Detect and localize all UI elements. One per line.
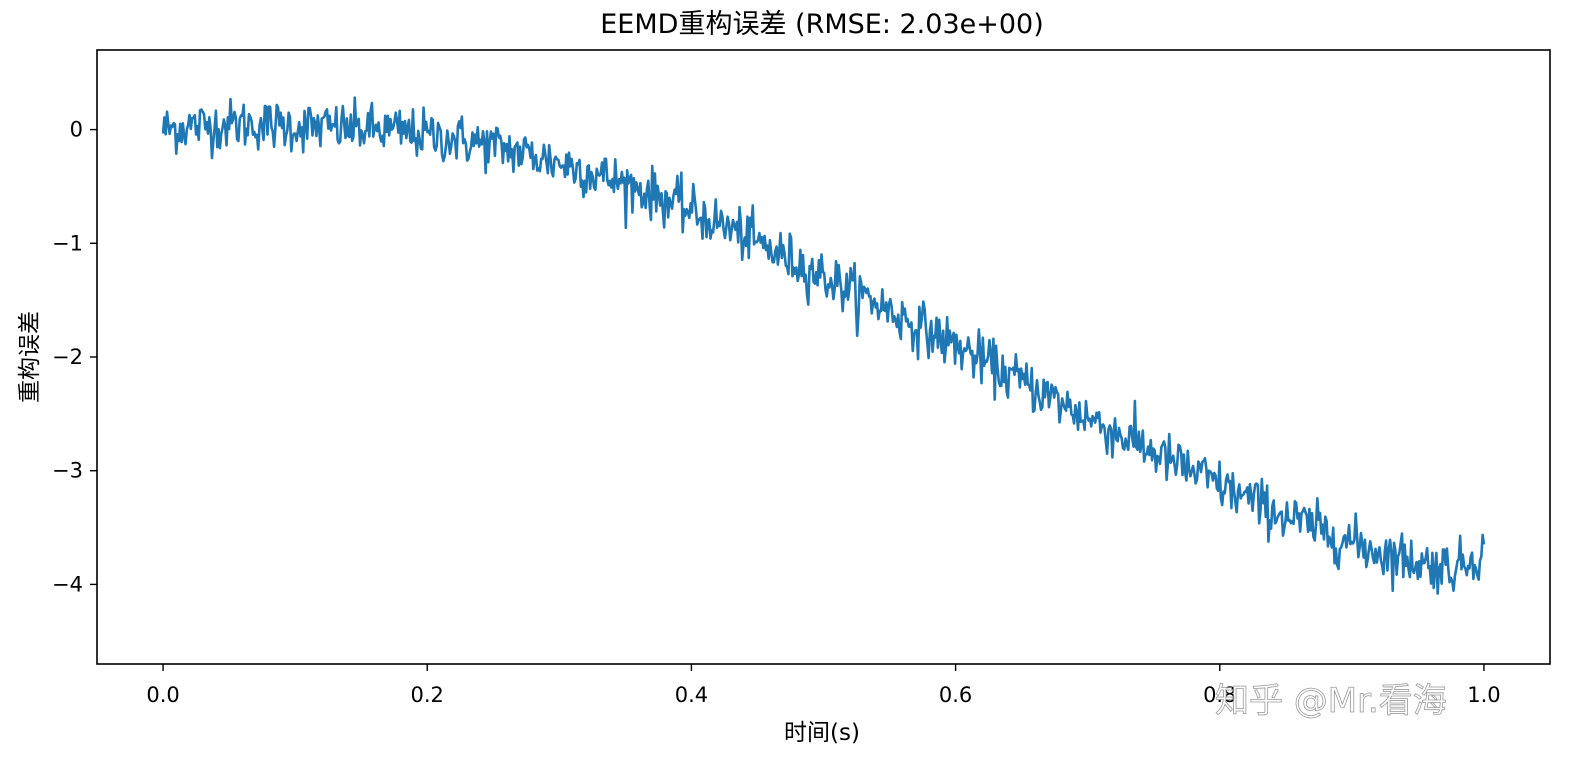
y-tick-label: −2	[52, 345, 83, 369]
y-tick-label: −1	[52, 231, 83, 255]
plot-frame	[96, 49, 1551, 665]
y-tick-label: −4	[52, 572, 83, 596]
x-tick-label: 0.8	[1203, 683, 1236, 707]
y-tick-label: −3	[52, 459, 83, 483]
x-axis: 0.0 0.2 0.4 0.6 0.8 1.0	[146, 664, 1501, 707]
x-axis-label: 时间(s)	[784, 720, 860, 746]
x-tick-label: 0.0	[146, 683, 179, 707]
series-layer	[161, 96, 1486, 595]
chart-title: EEMD重构误差 (RMSE: 2.03e+00)	[600, 9, 1044, 40]
y-tick-label: 0	[70, 118, 83, 142]
y-axis-label: 重构误差	[17, 311, 43, 403]
x-tick-label: 0.2	[411, 683, 444, 707]
x-tick-label: 1.0	[1467, 683, 1500, 707]
y-axis: 0 −1 −2 −3 −4	[52, 118, 97, 596]
series-line	[161, 96, 1486, 595]
x-tick-label: 0.6	[939, 683, 972, 707]
watermark: 知乎 @Mr.看海	[1215, 681, 1447, 721]
x-tick-label: 0.4	[675, 683, 708, 707]
